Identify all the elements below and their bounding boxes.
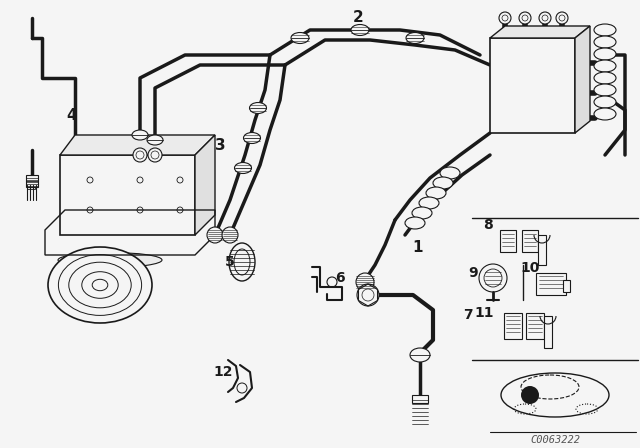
Bar: [27, 185, 35, 189]
Text: 2: 2: [353, 10, 364, 26]
Ellipse shape: [433, 177, 453, 189]
Ellipse shape: [426, 187, 446, 199]
Bar: [412, 395, 428, 403]
Text: 4: 4: [67, 108, 77, 122]
Circle shape: [133, 148, 147, 162]
Ellipse shape: [594, 48, 616, 60]
Ellipse shape: [594, 108, 616, 120]
Polygon shape: [60, 155, 195, 235]
Ellipse shape: [48, 247, 152, 323]
Polygon shape: [490, 26, 590, 38]
Ellipse shape: [412, 207, 432, 219]
Text: 7: 7: [463, 308, 473, 322]
Ellipse shape: [594, 84, 616, 96]
Polygon shape: [195, 135, 215, 235]
Circle shape: [556, 12, 568, 24]
Bar: [500, 230, 516, 252]
Ellipse shape: [250, 103, 266, 113]
Ellipse shape: [406, 33, 424, 43]
Bar: [27, 180, 37, 184]
Polygon shape: [60, 135, 215, 155]
Bar: [536, 273, 566, 295]
Polygon shape: [575, 26, 590, 133]
Text: 10: 10: [520, 261, 540, 275]
Text: 12: 12: [213, 365, 233, 379]
Text: 9: 9: [468, 266, 478, 280]
Polygon shape: [490, 38, 575, 133]
Ellipse shape: [594, 36, 616, 48]
Ellipse shape: [594, 24, 616, 36]
Text: 8: 8: [483, 218, 493, 232]
Ellipse shape: [521, 375, 579, 399]
Circle shape: [519, 12, 531, 24]
Text: 1: 1: [413, 241, 423, 255]
Ellipse shape: [132, 130, 148, 140]
Ellipse shape: [229, 243, 255, 281]
Ellipse shape: [351, 25, 369, 35]
Bar: [522, 230, 538, 252]
Bar: [538, 235, 546, 265]
Bar: [563, 280, 570, 292]
Ellipse shape: [147, 135, 163, 145]
Bar: [544, 316, 552, 348]
Ellipse shape: [405, 217, 425, 229]
Text: C0063222: C0063222: [530, 435, 580, 445]
Text: 11: 11: [474, 306, 493, 320]
Circle shape: [207, 227, 223, 243]
Circle shape: [521, 386, 539, 404]
Bar: [27, 175, 37, 179]
Ellipse shape: [243, 133, 260, 143]
Text: 5: 5: [225, 255, 235, 269]
Text: 6: 6: [335, 271, 345, 285]
Ellipse shape: [410, 348, 430, 362]
Circle shape: [357, 284, 379, 306]
Ellipse shape: [594, 60, 616, 72]
Ellipse shape: [419, 197, 439, 209]
Ellipse shape: [594, 96, 616, 108]
Ellipse shape: [594, 72, 616, 84]
Circle shape: [148, 148, 162, 162]
Ellipse shape: [440, 167, 460, 179]
Bar: [526, 313, 544, 339]
Circle shape: [499, 12, 511, 24]
Circle shape: [356, 273, 374, 291]
Circle shape: [222, 227, 238, 243]
Text: 3: 3: [214, 138, 225, 152]
Ellipse shape: [234, 163, 252, 173]
Bar: [504, 313, 522, 339]
Ellipse shape: [58, 253, 162, 267]
Circle shape: [539, 12, 551, 24]
Ellipse shape: [501, 373, 609, 417]
Circle shape: [479, 264, 507, 292]
Bar: [26, 175, 38, 187]
Ellipse shape: [291, 33, 309, 43]
